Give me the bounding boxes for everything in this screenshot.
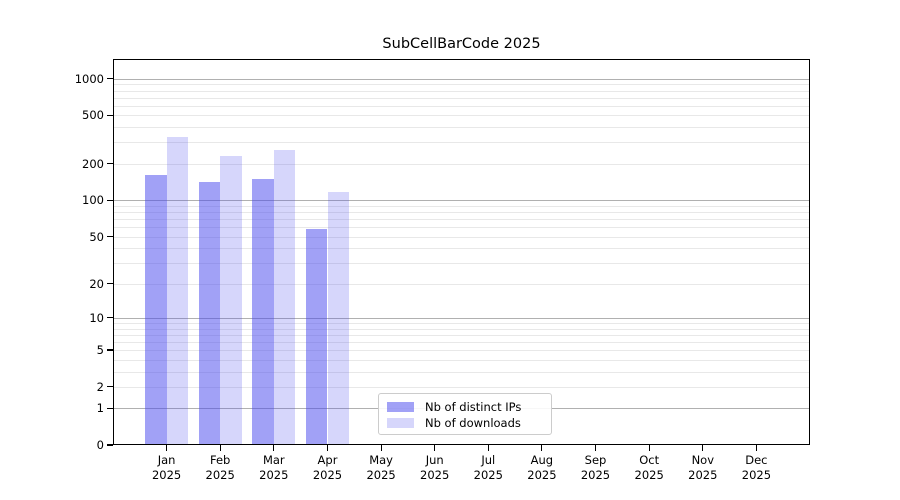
bar-downloads-feb bbox=[220, 156, 242, 445]
y-tick-mark bbox=[107, 349, 113, 351]
y-tick-label: 5 bbox=[96, 343, 104, 357]
legend-label-distinct-ips: Nb of distinct IPs bbox=[425, 400, 522, 414]
minor-gridline bbox=[113, 262, 810, 264]
y-tick-mark bbox=[107, 163, 113, 165]
minor-gridline bbox=[113, 97, 810, 99]
minor-gridline bbox=[113, 105, 810, 107]
y-tick-mark bbox=[107, 444, 113, 446]
y-tick-label: 2 bbox=[96, 379, 104, 394]
legend-row-downloads: Nb of downloads bbox=[387, 415, 543, 431]
minor-gridline bbox=[113, 84, 810, 86]
bar-downloads-mar bbox=[273, 149, 296, 445]
minor-gridline bbox=[113, 219, 810, 220]
major-gridline bbox=[113, 78, 810, 80]
y-tick-label: 100 bbox=[82, 193, 104, 208]
y-tick-mark bbox=[107, 235, 113, 238]
minor-gridline bbox=[113, 205, 810, 207]
x-tick-mark bbox=[434, 445, 436, 451]
x-tick-label-aug: Aug 2025 bbox=[527, 453, 557, 482]
minor-gridline bbox=[113, 227, 810, 228]
bar-distinct-ips-feb bbox=[198, 182, 221, 445]
x-tick-label-jan: Jan 2025 bbox=[151, 453, 182, 482]
minor-gridline bbox=[113, 127, 810, 129]
minor-gridline bbox=[113, 322, 810, 324]
y-tick-label: 1000 bbox=[74, 71, 104, 86]
x-tick-mark bbox=[755, 445, 757, 451]
bar-distinct-ips-jan bbox=[145, 174, 167, 445]
x-tick-label-nov: Nov 2025 bbox=[688, 453, 718, 482]
bar-downloads-jan bbox=[166, 136, 188, 445]
y-tick-mark bbox=[107, 386, 113, 388]
y-tick-mark bbox=[107, 283, 113, 285]
minor-gridline bbox=[113, 90, 810, 92]
x-tick-label-feb: Feb 2025 bbox=[205, 453, 235, 482]
legend-row-distinct-ips: Nb of distinct IPs bbox=[387, 399, 543, 415]
minor-gridline bbox=[113, 236, 810, 238]
minor-gridline bbox=[113, 142, 810, 144]
x-tick-mark bbox=[487, 445, 489, 451]
bar-distinct-ips-apr bbox=[306, 228, 328, 445]
y-tick-label: 10 bbox=[89, 310, 104, 325]
minor-gridline bbox=[113, 334, 810, 336]
x-tick-mark bbox=[702, 445, 704, 451]
x-tick-label-may: May 2025 bbox=[366, 453, 396, 482]
y-tick-mark bbox=[107, 407, 113, 409]
x-tick-mark bbox=[326, 445, 329, 451]
y-tick-label: 200 bbox=[82, 156, 104, 171]
y-tick-label: 20 bbox=[89, 276, 104, 291]
minor-gridline bbox=[113, 371, 810, 373]
y-tick-mark bbox=[107, 78, 113, 80]
bar-downloads-apr bbox=[327, 191, 349, 445]
x-tick-mark bbox=[594, 445, 597, 451]
x-tick-label-jun: Jun 2025 bbox=[420, 453, 450, 482]
bar-distinct-ips-mar bbox=[252, 178, 274, 445]
minor-gridline bbox=[113, 328, 810, 330]
y-tick-label: 1 bbox=[96, 401, 104, 416]
x-tick-label-jul: Jul 2025 bbox=[473, 453, 503, 482]
x-tick-label-mar: Mar 2025 bbox=[259, 453, 289, 482]
x-tick-mark bbox=[273, 445, 275, 451]
legend-label-downloads: Nb of downloads bbox=[425, 416, 521, 430]
major-gridline bbox=[113, 200, 810, 202]
x-tick-mark bbox=[219, 445, 221, 451]
y-tick-label: 500 bbox=[82, 108, 104, 123]
x-tick-label-sep: Sep 2025 bbox=[580, 453, 611, 482]
legend-swatch-downloads bbox=[387, 417, 414, 429]
legend: Nb of distinct IPs Nb of downloads bbox=[378, 393, 552, 435]
minor-gridline bbox=[113, 350, 810, 351]
x-tick-mark bbox=[648, 445, 650, 451]
y-tick-label: 50 bbox=[89, 229, 104, 244]
chart-title: SubCellBarCode 2025 bbox=[382, 36, 541, 52]
minor-gridline bbox=[113, 115, 810, 117]
minor-gridline bbox=[113, 341, 810, 343]
minor-gridline bbox=[113, 248, 810, 250]
x-tick-label-oct: Oct 2025 bbox=[634, 453, 664, 482]
x-tick-mark bbox=[166, 445, 168, 451]
minor-gridline bbox=[113, 283, 810, 285]
y-tick-mark bbox=[107, 199, 113, 201]
y-tick-mark bbox=[107, 317, 113, 319]
x-tick-mark bbox=[380, 445, 382, 451]
x-tick-label-dec: Dec 2025 bbox=[741, 453, 772, 482]
legend-swatch-distinct-ips bbox=[387, 401, 414, 413]
minor-gridline bbox=[113, 163, 810, 165]
y-tick-label: 0 bbox=[96, 438, 104, 452]
minor-gridline bbox=[113, 359, 810, 361]
minor-gridline bbox=[113, 212, 810, 213]
major-gridline bbox=[113, 317, 810, 319]
x-tick-mark bbox=[541, 445, 543, 451]
minor-gridline bbox=[113, 386, 810, 388]
x-tick-label-apr: Apr 2025 bbox=[312, 453, 343, 482]
y-tick-mark bbox=[107, 114, 113, 116]
